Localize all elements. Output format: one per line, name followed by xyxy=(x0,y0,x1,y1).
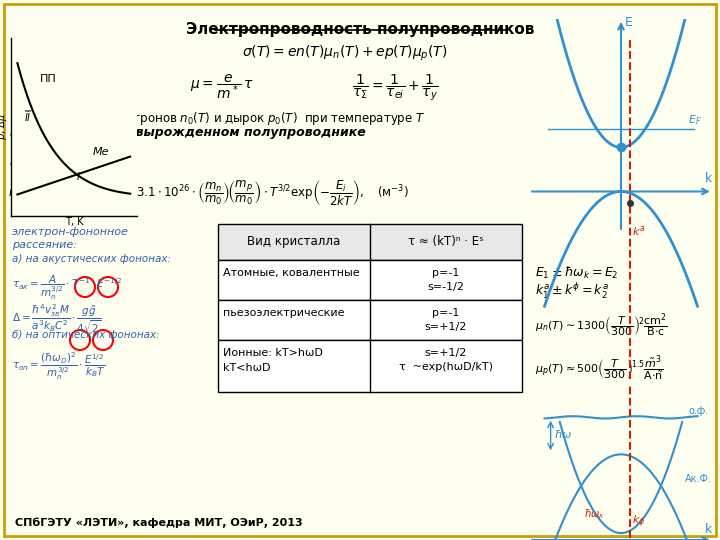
Text: τ ≈ (kT)ⁿ · Eˢ: τ ≈ (kT)ⁿ · Eˢ xyxy=(408,235,484,248)
X-axis label: T, K: T, K xyxy=(65,218,83,227)
Y-axis label: $\rho$, $\Delta\mu$: $\rho$, $\Delta\mu$ xyxy=(0,113,9,140)
Text: s=+1/2: s=+1/2 xyxy=(425,322,467,332)
Text: определяются: определяются xyxy=(10,141,100,154)
Text: $\sigma(T) = en(T)\mu_n(T) + ep(T)\mu_p(T)$: $\sigma(T) = en(T)\mu_n(T) + ep(T)\mu_p(… xyxy=(242,44,448,63)
Bar xyxy=(218,340,522,392)
Text: τ  ~exp(hωD/kT): τ ~exp(hωD/kT) xyxy=(399,362,493,372)
Text: p=-1: p=-1 xyxy=(432,308,459,318)
Text: p=-1: p=-1 xyxy=(432,268,459,278)
Text: электрон-фононное: электрон-фононное xyxy=(12,227,129,237)
Text: $n_0(T) = p_0(T) = n_i(T) = 3.1\cdot10^{26}\cdot\left(\dfrac{m_n}{m_0}\right)\!\: $n_0(T) = p_0(T) = n_i(T) = 3.1\cdot10^{… xyxy=(8,178,409,207)
Text: kT<hωD: kT<hωD xyxy=(223,363,271,373)
Text: пьезоэлектрические: пьезоэлектрические xyxy=(223,308,344,318)
Text: Концентрации электронов $n_0(T)$ и дырок $p_0(T)$  при температуре $T$: Концентрации электронов $n_0(T)$ и дырок… xyxy=(10,110,426,127)
Text: Атомные, ковалентные: Атомные, ковалентные xyxy=(223,268,359,278)
Text: $k_\phi$: $k_\phi$ xyxy=(631,513,645,530)
Bar xyxy=(218,300,522,340)
Text: s=+1/2: s=+1/2 xyxy=(425,348,467,358)
Text: s=-1/2: s=-1/2 xyxy=(428,282,464,292)
Text: а) на акустических фононах:: а) на акустических фононах: xyxy=(12,254,171,264)
Text: $\mu_n(T) \sim 1300\left(\dfrac{T}{300}\right)^{\!2}\dfrac{\mathrm{cm}^2}{\mathr: $\mu_n(T) \sim 1300\left(\dfrac{T}{300}\… xyxy=(535,312,667,340)
Text: E: E xyxy=(625,16,633,29)
FancyBboxPatch shape xyxy=(4,4,716,536)
Text: k: k xyxy=(705,523,712,536)
Bar xyxy=(218,260,522,300)
Text: рассеяние:: рассеяние: xyxy=(12,240,77,250)
Text: Электропроводность полупроводников: Электропроводность полупроводников xyxy=(186,22,534,37)
Text: Вид кристалла: Вид кристалла xyxy=(248,235,341,248)
Text: $E_F$: $E_F$ xyxy=(688,113,702,127)
Text: $\Delta = \dfrac{\hbar^4 v_{зв}^2 M}{a^3 k_B C^2} \cdot \dfrac{g\tilde{g}}{4\sqr: $\Delta = \dfrac{\hbar^4 v_{зв}^2 M}{a^3… xyxy=(12,302,102,335)
Text: СПбГЭТУ «ЛЭТИ», кафедра МИТ, ОЭиР, 2013: СПбГЭТУ «ЛЭТИ», кафедра МИТ, ОЭиР, 2013 xyxy=(15,517,302,528)
Text: $\tau_{оп} = \dfrac{(\hbar\omega_D)^2}{m_n^{3/2}} \cdot \dfrac{E^{1/2}}{k_B T}$: $\tau_{оп} = \dfrac{(\hbar\omega_D)^2}{m… xyxy=(12,350,105,382)
Text: $\mu_p(T) \approx 500\left(\dfrac{T}{300}\right)^{\!1.5}\dfrac{\tilde{m}^3}{\mat: $\mu_p(T) \approx 500\left(\dfrac{T}{300… xyxy=(535,355,664,384)
Text: $k^a$: $k^a$ xyxy=(631,224,645,238)
Text: $\mu = \dfrac{e}{m^*}\,\tau$: $\mu = \dfrac{e}{m^*}\,\tau$ xyxy=(190,72,254,101)
Bar xyxy=(218,224,522,260)
Text: $E_1 \pm \hbar\omega_k = E_2$: $E_1 \pm \hbar\omega_k = E_2$ xyxy=(535,265,618,281)
Text: б) на оптических фононах:: б) на оптических фононах: xyxy=(12,330,160,340)
Text: о.ф.: о.ф. xyxy=(688,406,708,416)
Text: $\tau_{ак} = \dfrac{A}{m_n^{3/2}} \cdot T^{-1} \cdot E^{-1/2}$: $\tau_{ак} = \dfrac{A}{m_n^{3/2}} \cdot … xyxy=(12,274,122,302)
Text: $\hbar\omega_\kappa$: $\hbar\omega_\kappa$ xyxy=(585,507,606,521)
Text: I: I xyxy=(77,172,80,183)
Text: k: k xyxy=(705,172,712,185)
Text: $\dfrac{1}{\tau_\Sigma} = \dfrac{1}{\tau_{ei}} + \dfrac{1}{\tau_y}$: $\dfrac{1}{\tau_\Sigma} = \dfrac{1}{\tau… xyxy=(352,72,438,103)
Text: ПП: ПП xyxy=(40,75,57,84)
Text: Ионные: kT>hωD: Ионные: kT>hωD xyxy=(223,348,323,358)
Text: Me: Me xyxy=(93,147,109,157)
Text: $\tilde{I}\tilde{I}$: $\tilde{I}\tilde{I}$ xyxy=(24,109,33,124)
Text: Ак.Ф.: Ак.Ф. xyxy=(685,474,712,484)
Text: $\hbar\omega$: $\hbar\omega$ xyxy=(554,428,572,440)
Text: $k_1^a \pm k^\phi = k_2^a$: $k_1^a \pm k^\phi = k_2^a$ xyxy=(535,282,609,301)
Text: в собственном невырожденном полупроводнике: в собственном невырожденном полупроводни… xyxy=(10,126,366,139)
Text: выражениями:: выражениями: xyxy=(10,155,102,168)
